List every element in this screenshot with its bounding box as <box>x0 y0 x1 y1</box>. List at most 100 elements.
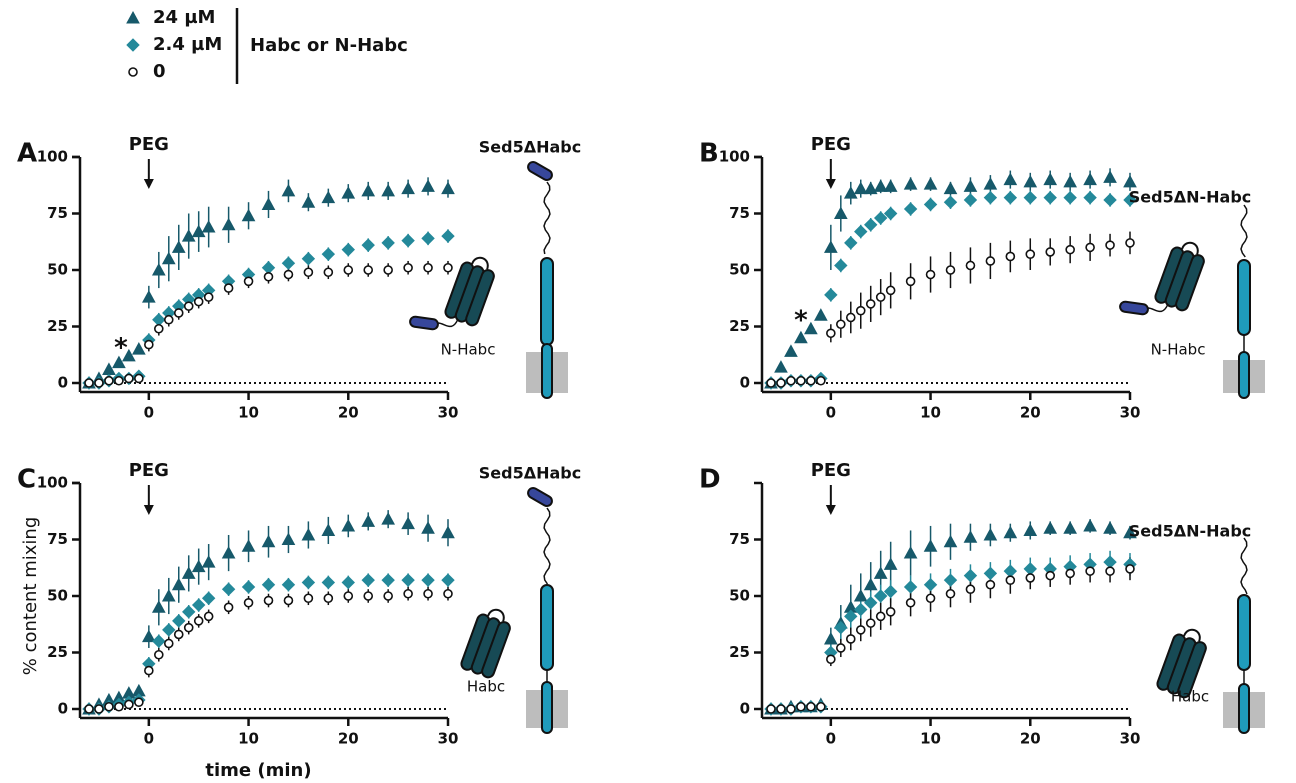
data-point <box>303 593 314 604</box>
data-point <box>854 224 868 239</box>
data-point <box>361 183 376 197</box>
legend-marker <box>126 10 140 24</box>
data-point <box>263 595 274 606</box>
data-point <box>401 233 415 248</box>
data-point <box>221 217 236 231</box>
data-point <box>94 704 104 714</box>
data-point <box>154 649 164 660</box>
data-point <box>381 512 396 525</box>
data-point <box>383 591 393 601</box>
data-point <box>945 588 956 599</box>
legend-note: Habc or N-Habc <box>250 35 408 56</box>
linker <box>1240 537 1248 595</box>
x-axis-label: time (min) <box>205 760 311 781</box>
data-point <box>905 597 916 608</box>
panel-letter: A <box>17 139 37 169</box>
data-point <box>883 179 898 192</box>
annotation-arrowhead <box>825 505 836 515</box>
x-tick-label: 30 <box>1120 404 1141 422</box>
n-peptide <box>1119 300 1149 316</box>
data-point <box>114 701 124 712</box>
data-point <box>241 208 256 222</box>
data-point <box>321 575 336 590</box>
data-point <box>1085 566 1095 576</box>
data-point <box>925 593 936 604</box>
data-point <box>905 276 916 287</box>
data-point <box>124 373 134 384</box>
data-point <box>873 566 888 579</box>
y-tick-label: 0 <box>740 374 750 392</box>
data-point <box>844 236 858 250</box>
data-point <box>421 231 435 246</box>
data-point <box>845 312 856 323</box>
data-point <box>423 262 433 273</box>
data-point <box>786 375 796 386</box>
data-point <box>381 573 395 587</box>
data-point <box>766 704 776 714</box>
data-point <box>823 240 838 253</box>
data-point <box>401 573 415 587</box>
panel-letter: C <box>17 465 36 495</box>
y-tick-label: 100 <box>37 474 68 492</box>
data-point <box>151 600 166 613</box>
data-point <box>943 181 958 195</box>
legend-marker <box>128 67 138 77</box>
x-tick-label: 10 <box>920 730 941 748</box>
annotation-arrowhead <box>825 179 836 189</box>
y-tick-label: 75 <box>729 530 750 548</box>
data-point <box>1065 244 1075 255</box>
y-tick-label: 25 <box>47 643 68 661</box>
x-tick-label: 30 <box>438 730 459 748</box>
data-point <box>403 588 413 599</box>
legend-label: 0 <box>153 61 166 82</box>
data-point <box>863 577 878 591</box>
data-point <box>875 292 886 302</box>
data-point <box>983 566 998 581</box>
habc-helix <box>465 269 495 327</box>
habc-bundle <box>1156 628 1207 699</box>
data-point <box>191 224 206 238</box>
data-point <box>141 290 156 303</box>
tm-domain <box>541 343 553 399</box>
data-point <box>903 177 918 190</box>
data-point <box>243 276 254 287</box>
data-point <box>853 588 868 602</box>
data-point <box>823 631 838 645</box>
x-tick-label: 30 <box>438 404 459 422</box>
data-point <box>363 591 374 601</box>
habc-bundle <box>1154 241 1205 312</box>
data-point <box>883 206 898 221</box>
data-point <box>114 375 124 386</box>
y-tick-label: 0 <box>58 374 68 392</box>
data-point <box>1083 518 1097 532</box>
data-point <box>161 251 176 265</box>
data-point <box>321 247 336 261</box>
data-point <box>401 516 415 530</box>
data-point <box>441 525 455 539</box>
data-point <box>1045 570 1056 581</box>
data-point <box>1003 172 1018 186</box>
data-point <box>221 582 236 596</box>
data-point <box>903 202 918 216</box>
data-point <box>173 308 184 318</box>
x-tick-label: 0 <box>826 730 836 748</box>
data-point <box>826 328 836 339</box>
data-point <box>152 634 166 648</box>
data-point <box>241 539 256 552</box>
data-point <box>112 355 126 369</box>
habc-helix <box>481 621 511 679</box>
data-point <box>403 262 413 273</box>
data-point <box>985 256 996 266</box>
data-point <box>281 532 296 545</box>
y-tick-label: 75 <box>729 204 750 222</box>
data-point <box>1103 193 1117 207</box>
y-tick-label: 75 <box>47 530 68 548</box>
data-point <box>261 577 276 592</box>
snare-rod <box>1237 594 1251 671</box>
data-point <box>341 575 355 590</box>
tm-domain <box>1238 351 1250 399</box>
data-point <box>1043 521 1058 534</box>
domain-label: Habc <box>1171 688 1209 706</box>
data-point <box>223 602 234 613</box>
y-tick-label: 50 <box>47 261 68 279</box>
